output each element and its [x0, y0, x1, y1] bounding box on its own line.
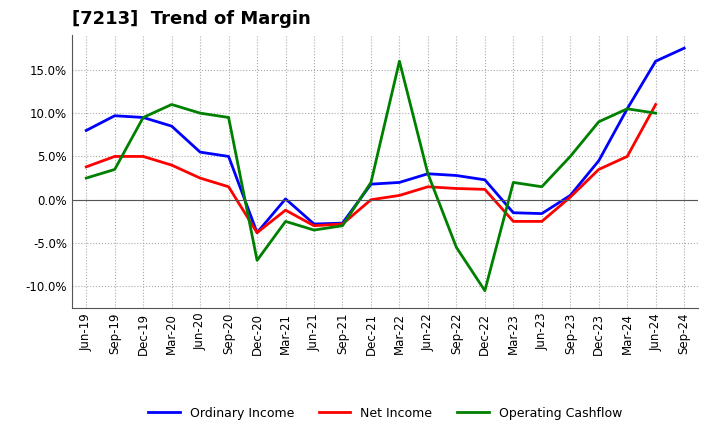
Ordinary Income [167, 124, 176, 129]
Ordinary Income [338, 220, 347, 226]
Ordinary Income [652, 59, 660, 64]
Operating Cashflow [139, 115, 148, 120]
Operating Cashflow [225, 115, 233, 120]
Ordinary Income [509, 210, 518, 215]
Operating Cashflow [253, 258, 261, 263]
Operating Cashflow [338, 223, 347, 228]
Net Income [595, 167, 603, 172]
Text: [7213]  Trend of Margin: [7213] Trend of Margin [72, 10, 311, 28]
Ordinary Income [110, 113, 119, 118]
Net Income [366, 197, 375, 202]
Ordinary Income [452, 173, 461, 178]
Net Income [82, 164, 91, 169]
Ordinary Income [225, 154, 233, 159]
Operating Cashflow [310, 227, 318, 233]
Net Income [110, 154, 119, 159]
Ordinary Income [139, 115, 148, 120]
Ordinary Income [595, 158, 603, 163]
Operating Cashflow [595, 119, 603, 125]
Net Income [196, 176, 204, 181]
Operating Cashflow [196, 110, 204, 116]
Operating Cashflow [537, 184, 546, 189]
Ordinary Income [82, 128, 91, 133]
Net Income [623, 154, 631, 159]
Net Income [310, 223, 318, 228]
Ordinary Income [282, 196, 290, 202]
Ordinary Income [395, 180, 404, 185]
Operating Cashflow [452, 245, 461, 250]
Operating Cashflow [652, 110, 660, 116]
Net Income [338, 221, 347, 227]
Operating Cashflow [167, 102, 176, 107]
Ordinary Income [310, 221, 318, 227]
Net Income [167, 162, 176, 168]
Net Income [509, 219, 518, 224]
Line: Ordinary Income: Ordinary Income [86, 48, 684, 233]
Ordinary Income [566, 193, 575, 198]
Net Income [537, 219, 546, 224]
Ordinary Income [480, 177, 489, 183]
Net Income [652, 102, 660, 107]
Line: Operating Cashflow: Operating Cashflow [86, 61, 656, 291]
Operating Cashflow [509, 180, 518, 185]
Operating Cashflow [623, 106, 631, 111]
Net Income [423, 184, 432, 189]
Ordinary Income [253, 230, 261, 235]
Ordinary Income [423, 171, 432, 176]
Operating Cashflow [395, 59, 404, 64]
Net Income [566, 194, 575, 200]
Operating Cashflow [366, 180, 375, 185]
Ordinary Income [680, 46, 688, 51]
Operating Cashflow [480, 288, 489, 293]
Ordinary Income [196, 150, 204, 155]
Net Income [225, 184, 233, 189]
Operating Cashflow [110, 167, 119, 172]
Net Income [452, 186, 461, 191]
Ordinary Income [537, 211, 546, 216]
Ordinary Income [623, 106, 631, 111]
Line: Net Income: Net Income [86, 104, 656, 233]
Operating Cashflow [282, 219, 290, 224]
Net Income [395, 193, 404, 198]
Net Income [282, 208, 290, 213]
Operating Cashflow [566, 154, 575, 159]
Operating Cashflow [82, 176, 91, 181]
Net Income [480, 187, 489, 192]
Net Income [253, 230, 261, 235]
Operating Cashflow [423, 171, 432, 176]
Net Income [139, 154, 148, 159]
Legend: Ordinary Income, Net Income, Operating Cashflow: Ordinary Income, Net Income, Operating C… [143, 402, 627, 425]
Ordinary Income [366, 182, 375, 187]
